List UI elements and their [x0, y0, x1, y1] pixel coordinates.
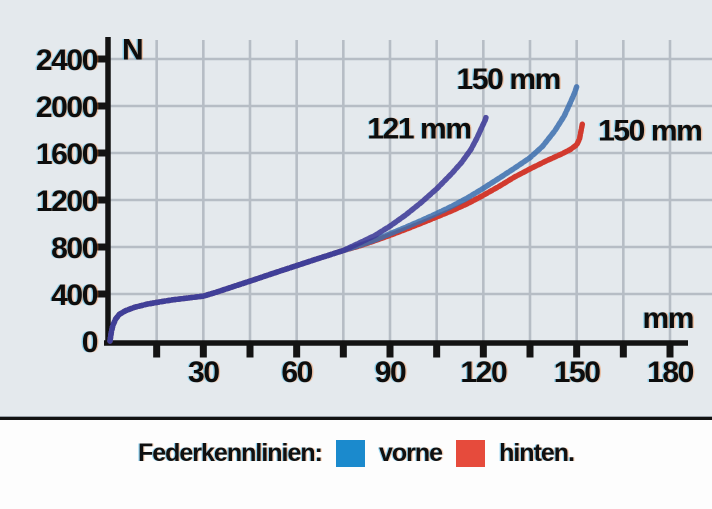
x-tick-label-fringe: 30	[189, 356, 220, 389]
x-tick	[526, 345, 534, 358]
axis-unit-label-fringe: mm	[644, 302, 695, 335]
x-tick-label: 30	[188, 356, 219, 389]
annotation-vorne-150mm-fringe: 150 mm	[458, 63, 561, 96]
y-tick-label: 800	[51, 232, 98, 265]
y-tick-label-fringe: 1200	[37, 185, 99, 218]
annotation-vorne-121mm-fringe: 121 mm	[369, 113, 472, 146]
y-tick-label-fringe: 1200	[35, 185, 97, 218]
x-tick-label: 60	[281, 356, 312, 389]
separator-hairline	[0, 416, 712, 417]
y-tick	[95, 149, 108, 157]
axis-unit-label: N	[122, 33, 142, 66]
y-tick-label-fringe: 400	[50, 279, 97, 312]
y-tick-label-fringe: 2400	[37, 44, 99, 77]
legend: Federkennlinien: vorne hinten.	[0, 420, 712, 509]
y-tick-label: 0	[82, 326, 98, 359]
annotation-hinten-150mm: 150 mm	[598, 115, 701, 148]
axis-unit-label-fringe: N	[121, 33, 141, 66]
annotation-vorne-121mm: 121 mm	[367, 113, 470, 146]
y-tick	[95, 290, 108, 298]
x-tick-label: 120	[460, 356, 507, 389]
annotation-hinten-150mm-fringe: 150 mm	[597, 115, 700, 148]
x-tick	[619, 345, 627, 358]
y-tick-label-fringe: 2000	[37, 91, 99, 124]
x-tick-label-fringe: 90	[373, 356, 404, 389]
x-tick	[666, 345, 674, 358]
annotation-vorne-150mm-fringe: 150 mm	[455, 63, 558, 96]
curve-vorne-121mm	[107, 113, 490, 344]
y-tick-label-fringe: 2400	[35, 44, 97, 77]
curve-hinten-150mm	[107, 121, 586, 344]
y-tick-label-fringe: 400	[52, 279, 99, 312]
chart-canvas: 2400240024002000200020001600160016001200…	[35, 33, 712, 389]
x-tick-label: 180	[647, 356, 694, 389]
y-tick-label: 2400	[36, 44, 98, 77]
legend-title: Federkennlinien:	[137, 439, 323, 467]
x-tick-label-fringe: 120	[462, 356, 509, 389]
y-tick-label-fringe: 0	[80, 326, 96, 359]
x-tick-label-fringe: 150	[552, 356, 599, 389]
x-tick	[433, 345, 441, 358]
y-tick-label: 400	[51, 279, 98, 312]
x-tick-label: 90	[375, 356, 406, 389]
y-tick-label: 1200	[36, 185, 98, 218]
x-tick-label-fringe: 180	[646, 356, 693, 389]
legend-swatch-hinten	[456, 440, 486, 467]
x-tick-label-fringe: 60	[283, 356, 314, 389]
x-tick-label-fringe: 60	[280, 356, 311, 389]
x-tick	[573, 345, 581, 358]
annotation-vorne-121mm-fringe: 121 mm	[366, 113, 469, 146]
y-tick-label-fringe: 1600	[35, 138, 97, 171]
y-tick-label-fringe: 0	[83, 326, 99, 359]
x-tick	[386, 345, 394, 358]
y-tick	[95, 196, 108, 204]
x-tick	[199, 345, 207, 358]
x-tick	[246, 345, 254, 358]
x-tick	[479, 345, 487, 358]
x-tick-label-fringe: 150	[555, 356, 602, 389]
y-tick-label-fringe: 2000	[35, 91, 97, 124]
x-tick-label-fringe: 180	[648, 356, 695, 389]
y-tick	[95, 102, 108, 110]
y-tick	[95, 55, 108, 63]
x-tick	[293, 345, 301, 358]
x-tick-label: 150	[554, 356, 601, 389]
y-tick-label: 2000	[36, 91, 98, 124]
y-tick-label-fringe: 800	[50, 232, 97, 265]
y-tick-label-fringe: 800	[52, 232, 99, 265]
x-tick-label-fringe: 120	[459, 356, 506, 389]
y-tick-label: 1600	[36, 138, 98, 171]
axis-unit-label: mm	[643, 302, 694, 335]
legend-label-vorne: vorne	[379, 439, 443, 467]
spring-rate-chart: 2400 2400 2400 2000 2000 2000 1600 1600 1600 1200…	[0, 0, 712, 416]
x-tick-label-fringe: 30	[187, 356, 218, 389]
axis-unit-label-fringe: mm	[641, 302, 692, 335]
separator-rule	[0, 417, 712, 420]
legend-swatch-vorne	[336, 440, 365, 467]
legend-label-hinten: hinten.	[499, 439, 575, 467]
y-tick	[95, 243, 108, 251]
annotation-hinten-150mm-fringe: 150 mm	[599, 115, 702, 148]
x-tick	[153, 345, 161, 358]
annotation-vorne-150mm: 150 mm	[457, 63, 560, 96]
x-tick-label-fringe: 90	[376, 356, 407, 389]
x-tick	[339, 345, 347, 358]
axis-unit-label-fringe: N	[123, 33, 143, 66]
y-tick-label-fringe: 1600	[37, 138, 99, 171]
